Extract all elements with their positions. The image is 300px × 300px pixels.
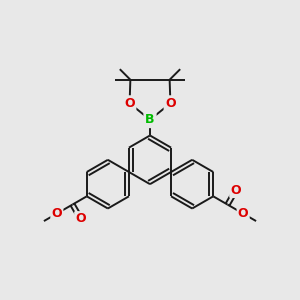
Text: O: O <box>52 207 62 220</box>
Text: B: B <box>145 113 155 126</box>
Text: O: O <box>124 97 135 110</box>
Text: O: O <box>230 184 241 197</box>
Text: O: O <box>165 97 176 110</box>
Text: O: O <box>238 207 248 220</box>
Text: O: O <box>75 212 86 225</box>
